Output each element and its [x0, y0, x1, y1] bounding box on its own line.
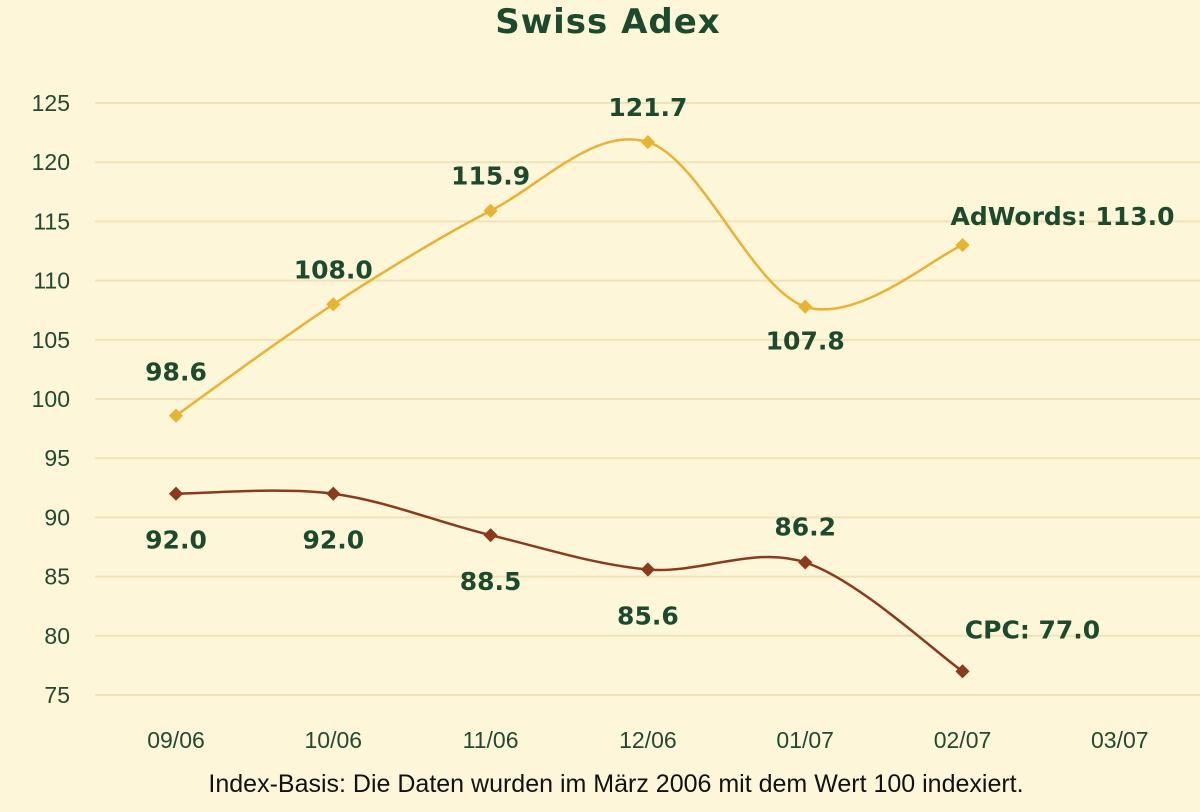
y-tick-label: 105 [32, 327, 70, 353]
data-point-adwords [483, 203, 498, 218]
chart-title: Swiss Adex [495, 2, 721, 42]
x-tick-label: 02/07 [934, 727, 992, 753]
data-point-adwords [640, 135, 655, 150]
series-line-cpc [175, 489, 964, 673]
data-label-cpc: CPC: 77.0 [965, 615, 1100, 644]
data-point-cpc [326, 486, 341, 501]
y-tick-label: 80 [44, 623, 70, 649]
x-tick-label: 12/06 [619, 727, 677, 753]
x-tick-label: 11/06 [463, 727, 519, 753]
series-line-adwords [175, 138, 963, 417]
y-tick-label: 90 [44, 504, 70, 530]
data-label-cpc: 85.6 [617, 601, 679, 630]
data-point-cpc [640, 562, 655, 577]
data-label-cpc: 88.5 [460, 567, 522, 596]
data-label-cpc: 92.0 [302, 526, 364, 555]
y-tick-label: 125 [32, 90, 70, 116]
y-tick-label: 95 [44, 445, 70, 471]
y-tick-label: 120 [32, 149, 70, 175]
x-tick-label: 01/07 [776, 727, 834, 753]
chart-footnote: Index-Basis: Die Daten wurden im März 20… [208, 770, 1024, 798]
data-label-adwords: AdWords: 113.0 [951, 202, 1175, 231]
data-label-cpc: 92.0 [145, 526, 207, 555]
data-point-cpc [955, 664, 970, 679]
data-point-adwords [798, 299, 813, 314]
data-label-adwords: 107.8 [766, 327, 845, 356]
data-point-cpc [168, 486, 184, 501]
y-tick-label: 85 [44, 564, 70, 590]
data-point-adwords [955, 238, 970, 253]
data-point-adwords [326, 297, 341, 312]
y-tick-label: 100 [32, 386, 70, 412]
x-tick-label: 10/06 [305, 727, 363, 753]
data-label-adwords: 115.9 [451, 162, 530, 191]
y-tick-label: 110 [33, 268, 70, 294]
x-tick-label: 09/06 [147, 727, 205, 753]
data-point-adwords [168, 408, 184, 423]
y-tick-label: 75 [44, 682, 70, 708]
data-label-adwords: 121.7 [608, 93, 687, 122]
x-tick-label: 03/07 [1091, 727, 1149, 753]
data-label-adwords: 108.0 [294, 255, 373, 284]
data-label-adwords: 98.6 [145, 358, 207, 387]
data-point-cpc [798, 555, 813, 570]
data-label-cpc: 86.2 [774, 512, 836, 541]
data-point-cpc [483, 528, 498, 543]
y-tick-label: 115 [33, 208, 70, 234]
